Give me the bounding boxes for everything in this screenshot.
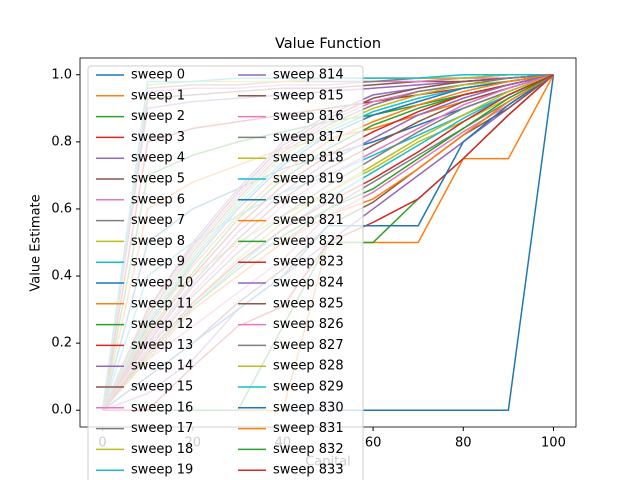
legend-label: sweep 5 — [131, 172, 185, 187]
legend-label: sweep 826 — [273, 317, 344, 332]
y-tick-label: 0.0 — [51, 403, 72, 418]
legend: sweep 0 sweep 1 sweep 2 sweep 3 sweep 4 sweep… — [87, 65, 364, 480]
legend-label: sweep 830 — [273, 400, 344, 415]
legend-label: sweep 19 — [131, 463, 193, 478]
legend-label: sweep 13 — [131, 338, 193, 353]
legend-label: sweep 9 — [131, 255, 185, 270]
legend-label: sweep 821 — [273, 213, 344, 228]
x-tick-label: 80 — [455, 436, 472, 451]
legend-label: sweep 818 — [273, 151, 344, 166]
y-tick-label: 1.0 — [51, 67, 72, 82]
legend-label: sweep 4 — [131, 151, 185, 166]
legend-label: sweep 825 — [273, 296, 344, 311]
legend-label: sweep 11 — [131, 296, 193, 311]
legend-label: sweep 10 — [131, 276, 193, 291]
legend-label: sweep 823 — [273, 255, 344, 270]
legend-label: sweep 816 — [273, 109, 344, 124]
legend-label: sweep 833 — [273, 463, 344, 478]
y-tick-label: 0.4 — [51, 269, 72, 284]
legend-box — [87, 65, 364, 480]
legend-label: sweep 831 — [273, 421, 344, 436]
legend-label: sweep 815 — [273, 88, 344, 103]
legend-label: sweep 7 — [131, 213, 185, 228]
legend-label: sweep 16 — [131, 400, 193, 415]
legend-label: sweep 14 — [131, 359, 193, 374]
legend-label: sweep 2 — [131, 109, 185, 124]
legend-label: sweep 828 — [273, 359, 344, 374]
legend-label: sweep 12 — [131, 317, 193, 332]
y-tick-label: 0.6 — [51, 201, 72, 216]
y-tick-label: 0.8 — [51, 134, 72, 149]
legend-label: sweep 832 — [273, 442, 344, 457]
legend-label: sweep 3 — [131, 130, 185, 145]
legend-label: sweep 822 — [273, 234, 344, 249]
x-tick-label: 100 — [541, 436, 566, 451]
chart-title: Value Function — [275, 36, 381, 52]
legend-label: sweep 18 — [131, 442, 193, 457]
y-tick-label: 0.2 — [51, 336, 72, 351]
legend-label: sweep 827 — [273, 338, 344, 353]
legend-label: sweep 17 — [131, 421, 193, 436]
legend-label: sweep 6 — [131, 192, 185, 207]
legend-label: sweep 819 — [273, 172, 344, 187]
legend-label: sweep 1 — [131, 88, 185, 103]
legend-label: sweep 824 — [273, 276, 344, 291]
legend-label: sweep 829 — [273, 380, 344, 395]
legend-label: sweep 817 — [273, 130, 344, 145]
legend-label: sweep 814 — [273, 68, 344, 83]
legend-label: sweep 820 — [273, 192, 344, 207]
x-tick-label: 60 — [365, 436, 382, 451]
legend-label: sweep 15 — [131, 380, 193, 395]
legend-label: sweep 8 — [131, 234, 185, 249]
legend-label: sweep 0 — [131, 68, 185, 83]
y-axis-label: Value Estimate — [29, 194, 44, 291]
